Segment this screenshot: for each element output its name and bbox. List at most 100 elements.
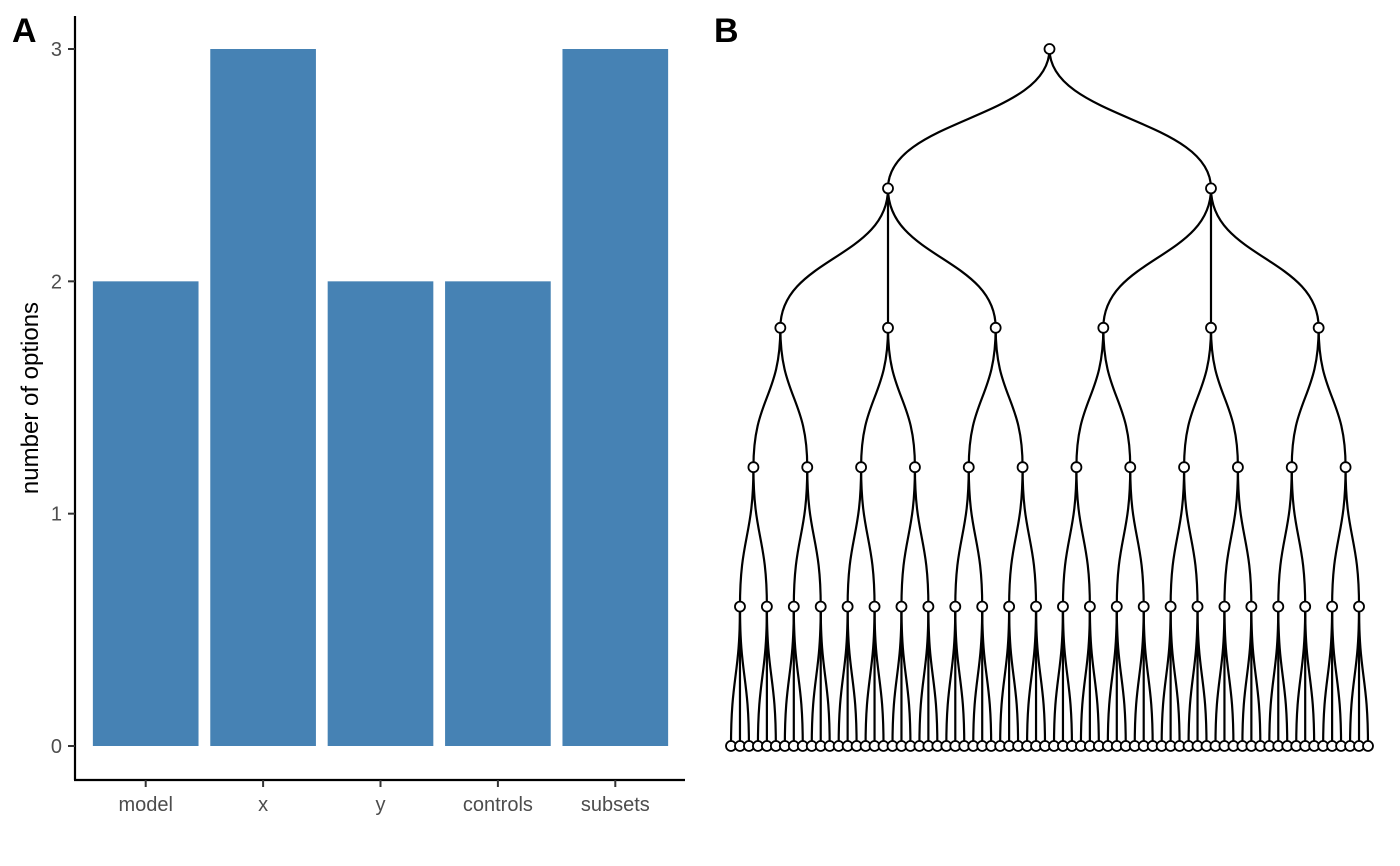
- tree-edge: [913, 467, 930, 607]
- y-tick-label: 0: [51, 736, 62, 758]
- tree-edge: [1075, 327, 1105, 468]
- tree-edge: [1196, 606, 1208, 747]
- y-ticks-group: 0 1 2 3: [51, 39, 75, 758]
- tree-edge: [810, 606, 822, 747]
- tree-node: [882, 321, 894, 334]
- tree-edge: [783, 606, 795, 747]
- tree-edge: [1209, 327, 1240, 468]
- tree-node: [1285, 461, 1298, 474]
- tree-edge: [779, 188, 890, 328]
- tree-edge: [1061, 467, 1078, 607]
- y-tick-label: 1: [51, 504, 62, 526]
- tree-edge: [1182, 327, 1213, 468]
- tree-edge: [1160, 606, 1172, 747]
- tree-edge: [1075, 467, 1091, 607]
- tree-node: [1191, 600, 1204, 613]
- tree-edge: [900, 606, 912, 747]
- tree-node: [841, 600, 854, 613]
- tree-edge: [1025, 606, 1038, 747]
- tree-edge: [1277, 606, 1289, 747]
- tree-edge: [891, 606, 903, 747]
- tree-node: [1218, 600, 1231, 613]
- tree-edge: [999, 606, 1011, 747]
- tree-edge: [1088, 606, 1100, 747]
- tree-edge: [1052, 606, 1065, 747]
- tree-node: [1178, 461, 1190, 474]
- tree-edge: [1169, 467, 1186, 607]
- panel-a-letter: A: [12, 12, 37, 50]
- tree-edge: [1317, 327, 1347, 468]
- tree-node: [1205, 321, 1217, 334]
- tree-edge: [1133, 606, 1145, 747]
- tree-node: [976, 600, 989, 613]
- tree-edge: [1034, 606, 1047, 747]
- tree-node: [1272, 600, 1285, 613]
- tree-diagram-panel: [725, 43, 1374, 752]
- tree-node: [1232, 461, 1244, 474]
- tree-edge: [819, 606, 831, 747]
- tree-edge: [1008, 467, 1024, 607]
- tree-edge: [1250, 606, 1262, 747]
- tree-edge: [1236, 467, 1253, 607]
- tree-node: [814, 600, 827, 613]
- tree-node: [1137, 600, 1150, 613]
- tree-edge: [806, 467, 822, 607]
- tree-edge: [846, 606, 858, 747]
- tree-edge: [967, 327, 997, 468]
- tree-node: [1299, 600, 1312, 613]
- x-tick-label: controls: [463, 794, 533, 816]
- tree-node: [1110, 600, 1123, 613]
- tree-edge: [779, 327, 809, 468]
- tree-node: [1326, 600, 1339, 613]
- tree-edge: [1079, 606, 1091, 747]
- tree-edge: [873, 606, 885, 747]
- tree-edge: [738, 467, 755, 607]
- tree-edge: [918, 606, 930, 747]
- tree-edge: [927, 606, 939, 747]
- tree-edge: [1290, 327, 1320, 468]
- tree-edge: [1115, 606, 1127, 747]
- tree-edge: [1061, 606, 1074, 747]
- panel-b-letter: B: [714, 12, 739, 50]
- tree-edge: [954, 606, 966, 747]
- tree-node: [1164, 600, 1177, 613]
- tree-node: [1083, 600, 1096, 613]
- tree-edge: [1187, 606, 1199, 747]
- tree-edge: [1241, 606, 1253, 747]
- tree-edge: [1344, 467, 1361, 607]
- tree-edge: [1102, 188, 1213, 328]
- tree-edge: [738, 606, 751, 747]
- tree-node: [1205, 182, 1217, 195]
- tree-node: [909, 461, 921, 474]
- tree-edge: [1290, 467, 1307, 607]
- tree-node: [1057, 600, 1069, 613]
- tree-edge: [1268, 606, 1280, 747]
- x-ticks-group: model x y controls subsets: [118, 780, 650, 816]
- tree-node: [1245, 600, 1258, 613]
- tree-node: [922, 600, 935, 613]
- x-tick-label: subsets: [581, 794, 650, 816]
- tree-edge: [1008, 606, 1020, 747]
- tree-edge: [729, 606, 742, 747]
- tree-edge: [1214, 606, 1226, 747]
- tree-edge: [792, 606, 804, 747]
- tree-edge: [1209, 188, 1320, 328]
- tree-edge: [1021, 467, 1038, 607]
- tree-edge: [886, 327, 917, 468]
- tree-edge: [1322, 606, 1334, 747]
- tree-node: [734, 600, 746, 613]
- tree-edge: [1129, 467, 1145, 607]
- tree-node: [760, 600, 773, 613]
- tree-node: [989, 321, 1002, 334]
- tree-node: [1362, 740, 1374, 752]
- bar-controls: [445, 281, 551, 746]
- tree-edge: [837, 606, 849, 747]
- tree-node: [1339, 461, 1352, 474]
- tree-edge: [1331, 467, 1347, 607]
- tree-edge: [1142, 606, 1154, 747]
- tree-edge: [1277, 467, 1293, 607]
- tree-edge: [1223, 467, 1240, 607]
- tree-node: [774, 321, 787, 334]
- tree-edge: [900, 467, 917, 607]
- tree-edge: [1223, 606, 1235, 747]
